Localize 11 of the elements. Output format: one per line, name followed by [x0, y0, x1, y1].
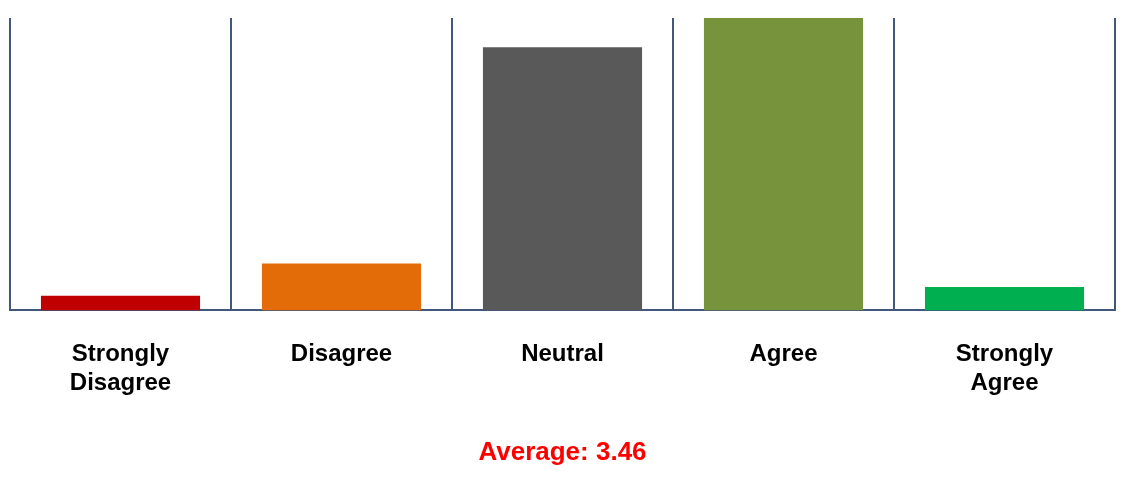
x-tick-label: Neutral	[521, 339, 604, 367]
bar	[703, 18, 864, 311]
bar	[261, 263, 422, 311]
x-tick-label: Strongly Disagree	[69, 339, 172, 396]
bar	[924, 287, 1085, 311]
x-tick-label: Disagree	[290, 339, 393, 367]
bar	[40, 295, 201, 311]
bar	[482, 47, 643, 311]
x-tick-label: Strongly Agree	[955, 339, 1054, 396]
text: Average: 3.46	[477, 436, 648, 467]
x-tick-label: Agree	[749, 339, 818, 367]
